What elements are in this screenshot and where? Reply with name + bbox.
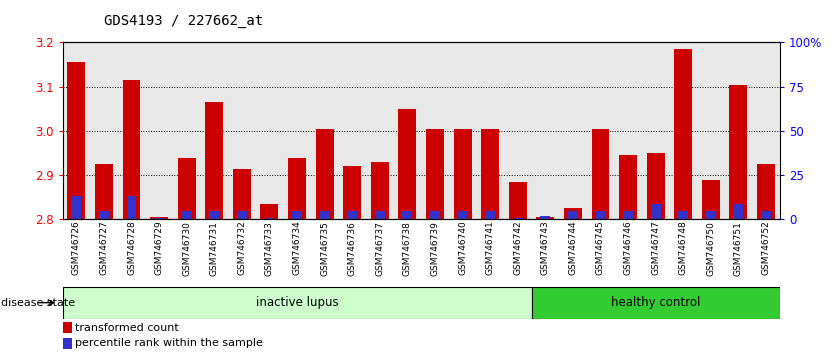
Bar [702,179,720,219]
Text: GSM746748: GSM746748 [679,221,688,275]
Bar [209,211,219,219]
Text: GSM746739: GSM746739 [430,221,440,276]
Bar [513,218,523,219]
Bar [454,129,471,219]
Bar [344,166,361,219]
Bar [99,211,109,219]
Bar [260,204,279,219]
Bar [674,49,692,219]
Bar [485,211,495,219]
Text: GSM746742: GSM746742 [513,221,522,275]
Bar [347,211,357,219]
Bar [237,211,247,219]
Text: GSM746747: GSM746747 [651,221,661,275]
Bar [68,62,85,219]
Bar [595,211,605,219]
Bar [371,162,389,219]
Bar [730,85,747,219]
Bar [564,209,582,219]
Bar [288,158,306,219]
Text: GSM746741: GSM746741 [485,221,495,275]
Text: GSM746737: GSM746737 [375,221,384,276]
Text: GSM746732: GSM746732 [238,221,246,275]
Text: GSM746745: GSM746745 [596,221,605,275]
Bar [458,211,468,219]
Bar [63,338,72,349]
Text: GSM746746: GSM746746 [624,221,632,275]
Text: GSM746734: GSM746734 [293,221,302,275]
Bar [72,196,81,219]
Text: GDS4193 / 227662_at: GDS4193 / 227662_at [104,14,264,28]
Bar [374,211,384,219]
Bar [123,80,140,219]
Bar [651,204,661,219]
Bar [540,216,550,219]
Text: GSM746727: GSM746727 [99,221,108,275]
Text: percentile rank within the sample: percentile rank within the sample [75,338,263,348]
Bar [426,129,444,219]
Bar [481,129,499,219]
Bar [95,164,113,219]
Text: healthy control: healthy control [611,296,701,309]
Bar [733,204,743,219]
Bar [205,102,224,219]
Text: GSM746752: GSM746752 [761,221,771,275]
Bar [319,211,329,219]
Bar [315,129,334,219]
Bar [63,287,531,319]
Text: GSM746744: GSM746744 [569,221,577,275]
Bar [678,211,688,219]
Bar [619,155,637,219]
Bar [154,218,164,219]
Text: GSM746726: GSM746726 [72,221,81,275]
Text: GSM746750: GSM746750 [706,221,716,276]
Bar [646,153,665,219]
Bar [591,129,610,219]
Text: GSM746731: GSM746731 [210,221,219,276]
Bar [292,211,302,219]
Bar [509,182,527,219]
Text: GSM746735: GSM746735 [320,221,329,276]
Text: GSM746728: GSM746728 [127,221,136,275]
Bar [182,211,192,219]
Text: GSM746751: GSM746751 [734,221,743,276]
Text: GSM746736: GSM746736 [348,221,357,276]
Bar [399,109,416,219]
Bar [568,211,578,219]
Bar [264,218,274,219]
Bar [536,217,555,219]
Bar [706,211,716,219]
Bar [150,217,168,219]
Text: inactive lupus: inactive lupus [256,296,339,309]
Text: GSM746729: GSM746729 [154,221,163,275]
Text: GSM746730: GSM746730 [182,221,191,276]
Bar [127,196,137,219]
Bar [761,211,771,219]
Bar [403,211,412,219]
Text: GSM746743: GSM746743 [540,221,550,275]
Bar [178,158,196,219]
Bar [430,211,440,219]
Text: GSM746733: GSM746733 [265,221,274,276]
Text: GSM746740: GSM746740 [458,221,467,275]
Text: transformed count: transformed count [75,322,178,332]
Bar [531,287,780,319]
Text: disease state: disease state [1,298,75,308]
Bar [623,211,633,219]
Bar [233,169,251,219]
Bar [757,164,775,219]
Text: GSM746738: GSM746738 [403,221,412,276]
Bar [63,322,72,333]
